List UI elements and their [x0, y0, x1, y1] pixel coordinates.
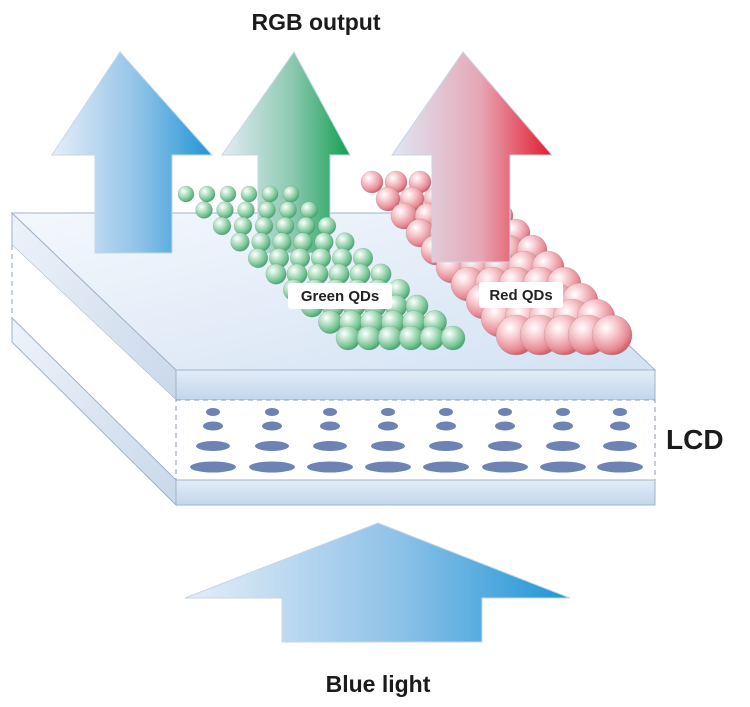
panel-side-gap — [12, 245, 176, 480]
arrow-blue-light-in — [184, 522, 571, 643]
lc-molecule — [313, 441, 347, 451]
lc-molecule — [610, 421, 630, 431]
green-qds-label: Green QDs — [301, 288, 379, 305]
green-qd — [247, 247, 269, 269]
lc-molecule — [546, 441, 580, 451]
green-qd — [195, 201, 213, 219]
green-qd — [419, 325, 445, 351]
green-qd — [233, 216, 253, 236]
red-qds-label: Red QDs — [489, 287, 552, 304]
green-qd — [356, 325, 382, 351]
green-qd — [318, 310, 342, 334]
red-qds-tag: Red QDs — [479, 282, 563, 308]
green-qd — [212, 216, 232, 236]
red-qd — [591, 314, 633, 356]
lc-molecule — [495, 421, 515, 431]
green-qd — [216, 201, 234, 219]
lc-molecule — [540, 461, 586, 473]
lc-molecules — [190, 408, 643, 473]
lc-molecule — [196, 441, 230, 451]
green-qd — [240, 185, 258, 203]
lc-molecule — [203, 421, 223, 431]
lc-molecule — [436, 421, 456, 431]
lc-molecule — [423, 461, 469, 473]
lc-molecule — [488, 441, 522, 451]
green-qd — [237, 201, 255, 219]
lc-molecule — [597, 461, 643, 473]
panel-front-lower — [175, 479, 656, 506]
blue-light-label: Blue light — [326, 671, 431, 697]
lc-molecule — [603, 441, 637, 451]
lc-molecule — [262, 421, 282, 431]
green-qd — [230, 232, 250, 252]
green-qd — [317, 216, 337, 236]
green-qd — [377, 325, 403, 351]
green-qd — [254, 216, 274, 236]
green-qds-tag: Green QDs — [288, 283, 392, 309]
lc-molecule — [482, 461, 528, 473]
lc-molecule — [249, 461, 295, 473]
green-qd — [335, 325, 361, 351]
red-qd — [360, 170, 384, 194]
green-qd — [258, 201, 276, 219]
arrow-red-out — [391, 51, 554, 263]
green-qd — [398, 325, 424, 351]
lc-molecule — [265, 408, 279, 416]
lc-molecule — [556, 408, 570, 416]
green-qd — [440, 325, 466, 351]
lc-molecule — [323, 408, 337, 416]
green-qd — [219, 185, 237, 203]
green-qd — [275, 216, 295, 236]
panel-front-upper — [175, 369, 656, 401]
lc-molecule — [429, 441, 463, 451]
lc-molecule — [378, 421, 398, 431]
lc-molecule — [371, 441, 405, 451]
green-qd — [279, 201, 297, 219]
lc-molecule — [255, 441, 289, 451]
rgb-output-label: RGB output — [251, 9, 380, 35]
lc-molecule — [190, 461, 236, 473]
green-qd — [282, 185, 300, 203]
green-qd — [296, 216, 316, 236]
green-qd — [265, 263, 287, 285]
green-qd — [261, 185, 279, 203]
lc-molecule — [206, 408, 220, 416]
lc-molecule — [553, 421, 573, 431]
green-qd — [177, 185, 195, 203]
arrow-blue-out — [51, 51, 214, 254]
lc-molecule — [320, 421, 340, 431]
lc-molecule — [365, 461, 411, 473]
green-qd — [300, 201, 318, 219]
lc-molecule — [439, 408, 453, 416]
green-qd — [198, 185, 216, 203]
lc-molecule — [613, 408, 627, 416]
lc-molecule — [381, 408, 395, 416]
lc-molecule — [498, 408, 512, 416]
lcd-label: LCD — [666, 424, 724, 455]
lc-molecule — [307, 461, 353, 473]
